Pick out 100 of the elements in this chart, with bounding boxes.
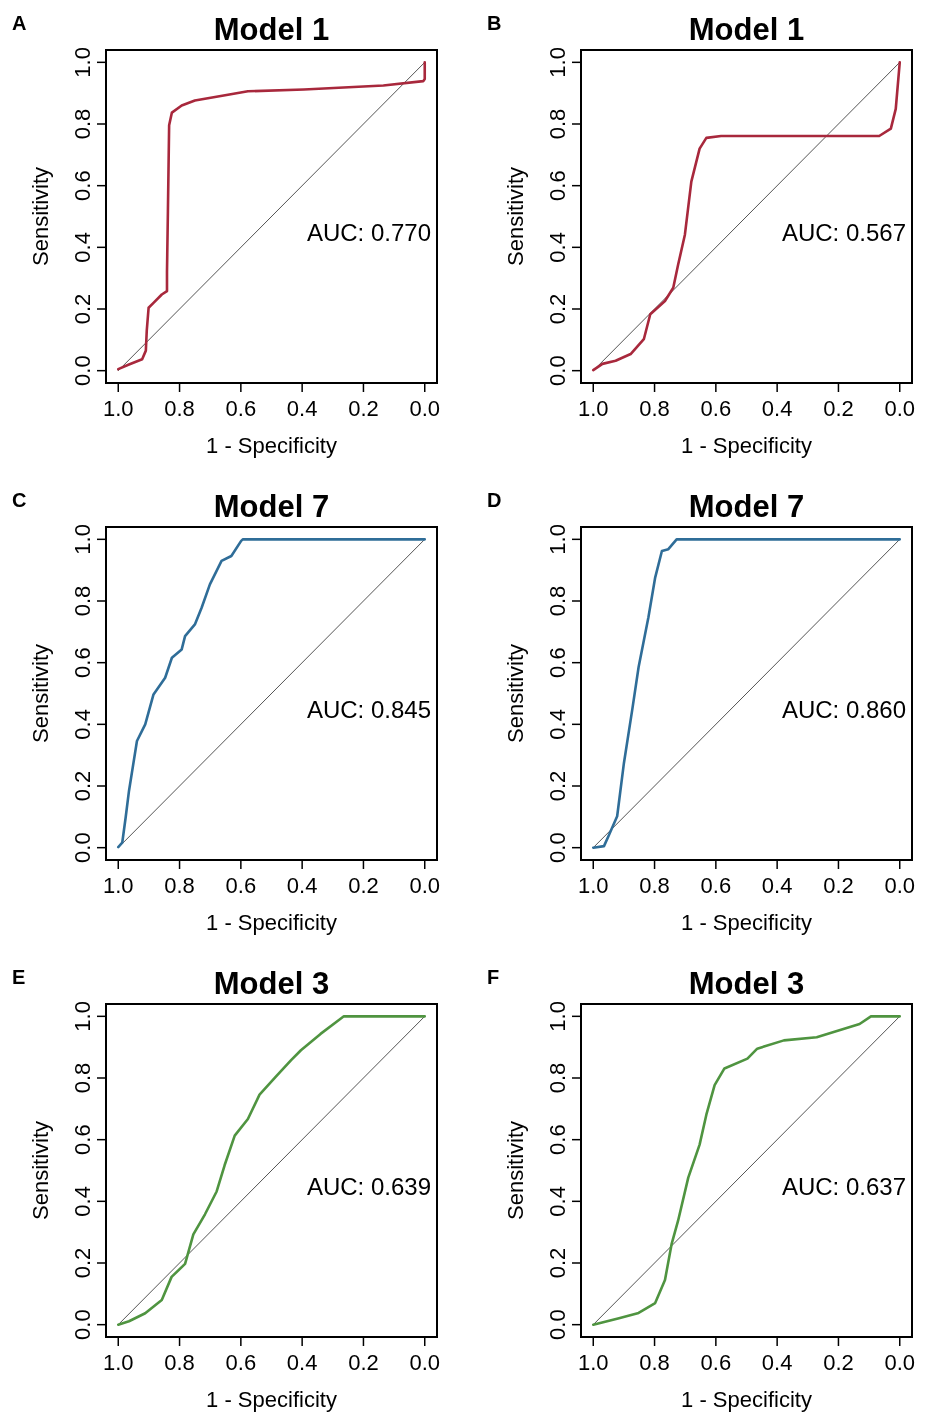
y-tick-label: 0.6 <box>70 170 95 201</box>
y-tick-label: 0.6 <box>70 647 95 678</box>
x-tick-label: 1.0 <box>102 396 134 421</box>
y-tick-label: 0.6 <box>545 647 570 678</box>
annotation: AUC: 0.845 <box>306 696 431 724</box>
y-tick-label: 1.0 <box>545 1001 570 1032</box>
y-axis-title: Sensitivity <box>503 166 528 267</box>
y-axis-title: Sensitivity <box>28 166 53 267</box>
x-tick-label: 0.0 <box>409 1350 441 1375</box>
x-tick-label: 0.2 <box>823 396 854 421</box>
x-axis-title: 1 - Specificity <box>681 433 812 458</box>
y-tick-label: 0.0 <box>545 1309 570 1340</box>
chart-title: Model 1 <box>688 12 805 47</box>
y-tick-label: 0.4 <box>545 1186 570 1217</box>
x-axis-title: 1 - Specificity <box>206 910 337 935</box>
annotation: AUC: 0.639 <box>306 1173 431 1201</box>
y-tick-label: 0.2 <box>545 293 570 325</box>
x-axis-title: 1 - Specificity <box>681 910 812 935</box>
y-tick-label: 0.2 <box>70 1247 95 1279</box>
x-tick-label: 0.8 <box>164 873 195 898</box>
annotation: AUC: 0.567 <box>781 219 906 247</box>
y-tick-label: 0.4 <box>70 232 95 263</box>
x-tick-label: 0.0 <box>884 1350 916 1375</box>
x-tick-label: 0.0 <box>409 396 441 421</box>
chart-title: Model 1 <box>213 12 330 47</box>
chart-title: Model 7 <box>213 489 330 524</box>
text: E <box>12 966 26 988</box>
text: C <box>12 489 27 511</box>
x-axis-title: 1 - Specificity <box>206 433 337 458</box>
x-tick-label: 0.2 <box>348 873 379 898</box>
x-tick-label: 0.0 <box>884 396 916 421</box>
annotation: AUC: 0.860 <box>781 696 906 724</box>
y-tick-label: 0.4 <box>545 709 570 740</box>
x-axis-title: 1 - Specificity <box>206 1387 337 1412</box>
y-tick-label: 0.2 <box>70 293 95 325</box>
y-tick-label: 0.0 <box>70 355 95 386</box>
y-tick-label: 0.6 <box>545 1124 570 1155</box>
y-axis-title: Sensitivity <box>503 643 528 744</box>
y-axis-title: Sensitivity <box>503 1120 528 1221</box>
annotation: AUC: 0.770 <box>306 219 431 247</box>
x-tick-label: 1.0 <box>577 396 609 421</box>
x-axis-title: 1 - Specificity <box>681 1387 812 1412</box>
y-tick-label: 1.0 <box>70 524 95 555</box>
x-tick-label: 0.2 <box>823 1350 854 1375</box>
text: F <box>487 966 500 988</box>
chart-title: Model 3 <box>688 966 805 1001</box>
y-axis-title: Sensitivity <box>28 1120 53 1221</box>
x-tick-label: 0.2 <box>823 873 854 898</box>
x-tick-label: 0.4 <box>761 396 793 421</box>
x-tick-label: 1.0 <box>577 873 609 898</box>
x-tick-label: 0.8 <box>639 873 670 898</box>
y-tick-label: 0.0 <box>70 1309 95 1340</box>
y-tick-label: 0.8 <box>545 1062 570 1094</box>
y-tick-label: 0.6 <box>70 1124 95 1155</box>
y-tick-label: 0.6 <box>545 170 570 201</box>
chart-title: Model 3 <box>213 966 330 1001</box>
y-tick-label: 0.0 <box>70 832 95 863</box>
y-axis-title: Sensitivity <box>28 643 53 744</box>
y-tick-label: 0.4 <box>70 1186 95 1217</box>
y-tick-label: 0.0 <box>545 832 570 863</box>
annotation: AUC: 0.637 <box>781 1173 906 1201</box>
x-tick-label: 0.0 <box>884 873 916 898</box>
y-tick-label: 1.0 <box>70 1001 95 1032</box>
x-tick-label: 0.4 <box>761 1350 793 1375</box>
x-tick-label: 0.6 <box>225 1350 257 1375</box>
text: B <box>487 12 502 34</box>
x-tick-label: 0.8 <box>164 1350 195 1375</box>
x-tick-label: 1.0 <box>577 1350 609 1375</box>
chart-title: Model 7 <box>688 489 805 524</box>
y-tick-label: 0.8 <box>545 585 570 617</box>
y-tick-label: 0.8 <box>545 108 570 140</box>
x-tick-label: 0.8 <box>164 396 195 421</box>
x-tick-label: 0.6 <box>225 396 257 421</box>
y-tick-label: 0.0 <box>545 355 570 386</box>
y-tick-label: 1.0 <box>545 47 570 78</box>
x-tick-label: 1.0 <box>102 873 134 898</box>
x-tick-label: 1.0 <box>102 1350 134 1375</box>
y-tick-label: 0.8 <box>70 585 95 617</box>
x-tick-label: 0.8 <box>639 1350 670 1375</box>
x-tick-label: 0.6 <box>225 873 257 898</box>
x-tick-label: 0.6 <box>700 873 732 898</box>
y-tick-label: 0.4 <box>70 709 95 740</box>
x-tick-label: 0.6 <box>700 396 732 421</box>
x-tick-label: 0.6 <box>700 1350 732 1375</box>
text: A <box>12 12 27 34</box>
x-tick-label: 0.2 <box>348 1350 379 1375</box>
text: D <box>487 489 502 511</box>
x-tick-label: 0.0 <box>409 873 441 898</box>
x-tick-label: 0.4 <box>761 873 793 898</box>
y-tick-label: 0.2 <box>70 770 95 802</box>
y-tick-label: 0.2 <box>545 770 570 802</box>
y-tick-label: 1.0 <box>545 524 570 555</box>
y-tick-label: 0.8 <box>70 1062 95 1094</box>
x-tick-label: 0.4 <box>286 396 318 421</box>
x-tick-label: 0.2 <box>348 396 379 421</box>
y-tick-label: 0.8 <box>70 108 95 140</box>
x-tick-label: 0.4 <box>286 1350 318 1375</box>
y-tick-label: 0.4 <box>545 232 570 263</box>
x-tick-label: 0.8 <box>639 396 670 421</box>
x-tick-label: 0.4 <box>286 873 318 898</box>
